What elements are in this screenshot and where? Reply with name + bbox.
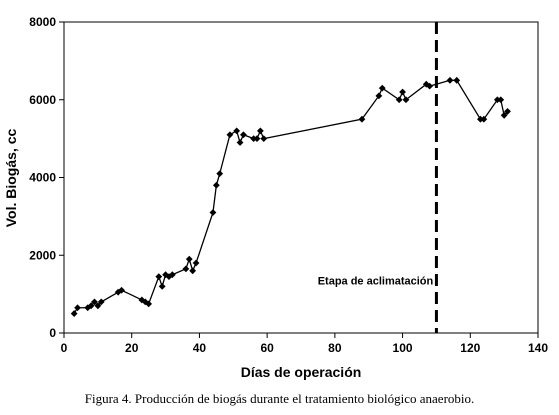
biogas-series-line [73, 79, 509, 314]
data-point [253, 135, 261, 143]
figure-caption: Figura 4. Producción de biogás durante e… [84, 391, 475, 406]
data-point [375, 92, 383, 100]
data-point [226, 131, 234, 139]
data-point [74, 304, 81, 312]
data-point [399, 88, 406, 96]
data-point [402, 96, 410, 104]
data-point [162, 271, 169, 279]
x-axis-label: Días de operación [241, 364, 362, 380]
data-point [209, 209, 217, 216]
y-tick-label: 6000 [29, 93, 56, 107]
data-point [378, 84, 386, 92]
x-tick-label: 20 [125, 341, 139, 355]
x-tick-label: 40 [193, 341, 207, 355]
y-tick-label: 8000 [29, 15, 56, 29]
data-point [118, 286, 125, 294]
x-tick-label: 0 [61, 341, 68, 355]
x-tick-label: 60 [260, 341, 274, 355]
data-point [240, 131, 247, 139]
data-point [84, 304, 92, 312]
y-axis-label: Vol. Biogás, cc [3, 129, 19, 228]
plot-frame [63, 21, 539, 334]
data-point [97, 298, 105, 306]
data-point [185, 255, 193, 263]
data-point [70, 310, 78, 317]
data-point [426, 82, 434, 90]
data-point [182, 265, 190, 273]
data-point [504, 108, 511, 115]
data-point [233, 127, 241, 135]
data-point [192, 259, 200, 267]
data-point [453, 76, 461, 84]
data-point [155, 273, 163, 281]
x-axis: 0 20 40 60 80 100 120 140 [61, 333, 548, 355]
data-point [256, 127, 264, 135]
y-tick-label: 0 [49, 326, 56, 340]
data-point [91, 298, 98, 306]
biogas-line-chart: 0 20 40 60 80 100 120 140 0 2000 4000 6000 8000 Eta… [3, 15, 548, 380]
data-point [422, 80, 430, 88]
x-tick-label: 120 [460, 341, 480, 355]
y-tick-label: 2000 [29, 248, 56, 262]
x-tick-label: 140 [528, 341, 548, 355]
data-point [236, 139, 244, 146]
data-point [212, 181, 220, 189]
data-point [168, 271, 176, 279]
x-tick-label: 100 [393, 341, 413, 355]
data-point [395, 96, 403, 104]
acclimation-annotation: Etapa de aclimatación [318, 275, 434, 287]
data-point [500, 111, 508, 119]
data-point [145, 300, 153, 308]
data-markers [70, 76, 511, 317]
y-axis: 0 2000 4000 6000 8000 [29, 15, 64, 340]
data-point [189, 267, 197, 275]
data-point [358, 115, 366, 123]
data-point [94, 302, 102, 310]
y-tick-label: 4000 [29, 171, 56, 185]
x-tick-label: 80 [328, 341, 342, 355]
data-point [216, 170, 224, 178]
data-point [158, 282, 166, 290]
data-point [497, 96, 505, 104]
data-point [87, 302, 95, 310]
data-point [260, 135, 268, 143]
data-point [480, 115, 488, 123]
data-point [446, 76, 454, 84]
